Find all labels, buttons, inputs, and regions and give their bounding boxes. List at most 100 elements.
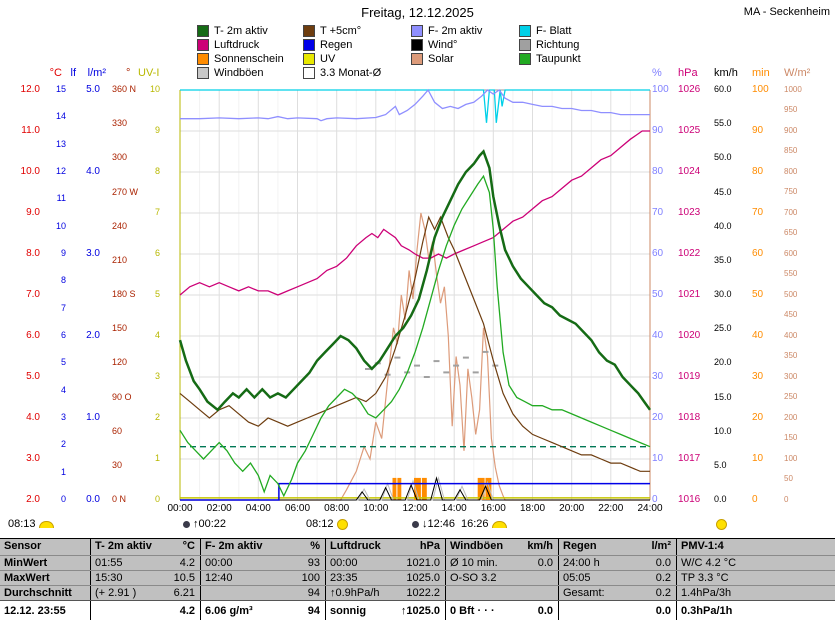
table-cell: ↑0.9hPa/h 1022.2 [325,586,445,600]
axis-tick: 1023 [678,206,701,218]
axis-tick: 40.0 [714,220,732,231]
axis-tick: 600 [784,248,798,258]
axis-tick: 30 [652,370,664,382]
sunset-marker: 16:26 [461,519,507,530]
axis-tick: 3 [60,412,66,423]
x-axis-tick: 04:00 [245,503,271,514]
legend-swatch [519,39,531,51]
axis-tick: 6 [154,248,160,259]
axis-tick: 15.0 [714,391,732,402]
table-cell: TP 3.3 °C [676,571,835,585]
series-solar [180,212,650,501]
cell-value: 4.2 [179,557,195,569]
axis-tick: 5 [60,357,66,368]
axis-tick: 50 [752,288,764,300]
table-row: 12.12. 23:55 4.2 6.06 g/m³ 94 sonnig ↑1025.0 0… [0,600,835,620]
axis-tick: 330 [112,118,128,129]
axis-tick: 4.0 [26,411,40,423]
axis-tick: 40 [652,329,664,341]
page-title: Freitag, 12.12.2025 [361,5,474,20]
cell-value: 4.2 [179,605,195,617]
x-axis-tick: 24:00 [637,503,663,514]
axis-unit-lm: l/m² [87,67,106,79]
table-cell: 94 [200,586,325,600]
station-label: MA - Seckenheim [743,6,830,18]
axis-tick: 250 [784,392,798,402]
axis-tick: 180 S [112,289,136,300]
cell-text: ↑0.9hPa/h [330,587,380,599]
x-axis-tick: 00:00 [167,503,193,514]
axis-tick: 12 [55,166,66,177]
axis-tick: 2 [154,412,160,423]
cell-text: PMV-1:4 [681,540,724,552]
table-cell: Sensor [0,539,90,555]
series-t2m [178,149,652,412]
axis-tick: 35.0 [714,254,732,265]
table-row: MinWert 01:55 4.2 00:00 93 00:00 1021.0 Ø 10 mi… [0,555,835,570]
axis-tick: 80 [652,165,664,177]
cell-text: 15:30 [95,572,123,584]
axis-unit-°C: °C [49,67,62,79]
table-cell: Regen l/m² [558,539,676,555]
cell-text: Gesamt: [563,587,605,599]
table-cell: Luftdruck hPa [325,539,445,555]
axis-tick: 1024 [678,165,701,177]
axis-tick: 9.0 [26,206,40,218]
axis-tick: 70 [652,206,664,218]
legend-item-regen: Regen [303,39,352,51]
cell-text: MaxWert [4,572,50,584]
cell-text: F- 2m aktiv [205,540,263,552]
cell-value: 0.2 [655,572,671,584]
strip-time-label: ↑00:22 [193,518,227,530]
axis-tick: 8 [154,166,160,177]
strip-time-label: 08:13 [8,518,36,530]
cell-value: 94 [307,605,320,617]
cell-value: 93 [307,557,320,569]
axis-tick: 240 [112,220,128,231]
axis-tick: 210 [112,254,128,265]
stats-table: Sensor T- 2m aktiv °C F- 2m aktiv% Luftdruck… [0,538,835,620]
axis-tick: 30 [112,459,123,470]
axis-tick: 8.0 [26,247,40,259]
moon-icon [183,521,190,528]
cell-text: 23:35 [330,572,358,584]
x-axis-tick: 22:00 [598,503,624,514]
cell-text: W/C 4.2 °C [681,557,737,569]
axis-unit-%: % [652,67,662,79]
axis-tick: 25.0 [714,323,732,334]
axis-tick: 270 W [112,186,139,197]
axis-tick: 8 [60,275,66,286]
axis-tick: 20 [652,411,664,423]
x-axis-tick: 06:00 [284,503,311,514]
cell-text: 0.3hPa/1h [681,605,733,617]
table-cell: 24:00 h 0.0 [558,556,676,570]
legend-swatch [411,25,423,37]
table-cell: 12:40 100 [200,571,325,585]
moon-icon [412,521,419,528]
cell-value: 6.21 [173,587,195,599]
table-cell: O-SO 3.2 [445,571,558,585]
cell-value: 0.2 [655,587,671,599]
cell-value: 0.0 [655,557,671,569]
cell-text: O-SO 3.2 [450,572,497,584]
cell-value: 0.0 [537,557,553,569]
axis-tick: 950 [784,105,798,115]
axis-tick: 5.0 [86,83,100,95]
legend-swatch [303,25,315,37]
axis-tick: 1020 [678,329,701,341]
cell-value: 1021.0 [406,557,440,569]
legend-swatch [411,53,423,65]
axis-tick: 5.0 [714,459,727,470]
legend-item-taupunkt: Taupunkt [519,53,581,65]
legend-swatch [197,39,209,51]
cell-text: Luftdruck [330,540,381,552]
legend-swatch [411,39,423,51]
table-cell: 0.3hPa/1h [676,601,835,620]
x-axis-tick: 20:00 [559,503,585,514]
axis-tick: 60 [752,247,764,259]
table-cell: 01:55 4.2 [90,556,200,570]
table-cell: T- 2m aktiv °C [90,539,200,555]
cell-text: MinWert [4,557,48,569]
series-fblatt [180,89,650,123]
